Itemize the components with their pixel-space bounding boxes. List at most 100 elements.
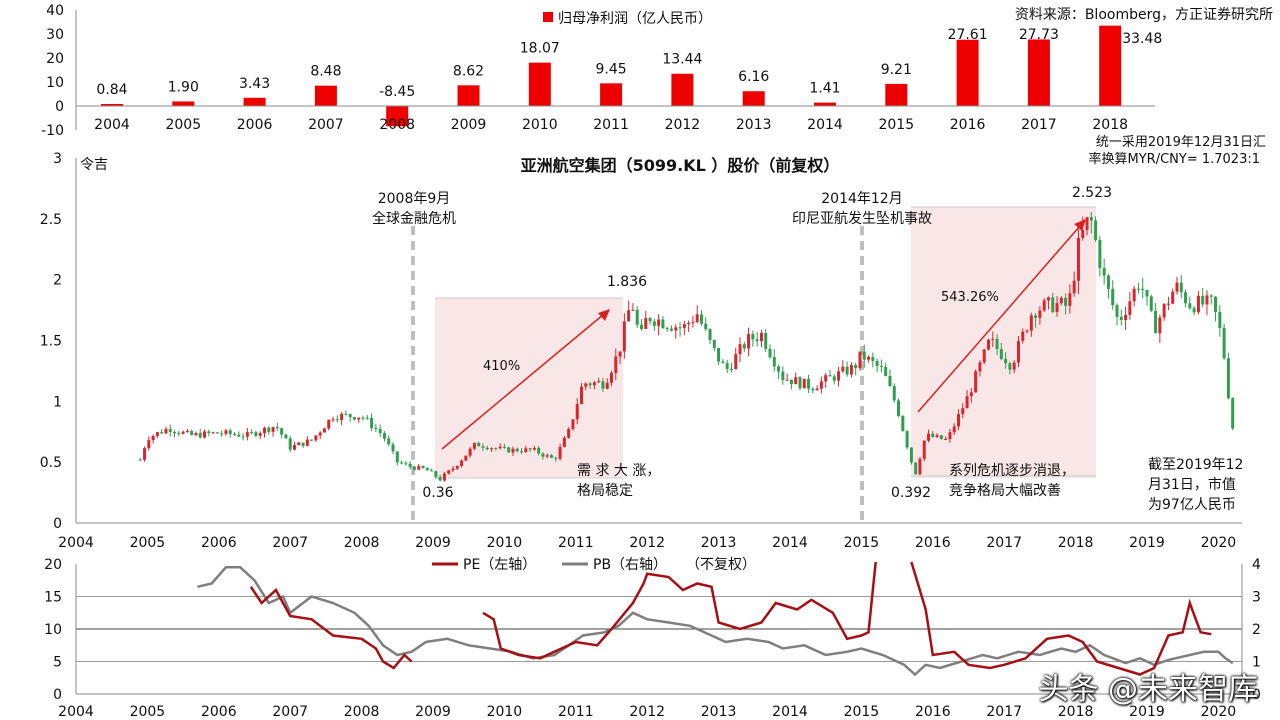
bar-x-tick-label: 2008 (379, 117, 415, 133)
bar-value-label: 13.44 (662, 52, 702, 68)
candle-body (1094, 220, 1098, 240)
candle-body (807, 378, 811, 389)
candle-body (1188, 303, 1192, 309)
candle-body (695, 314, 699, 323)
price-x-tick-label: 2006 (201, 535, 237, 551)
bar-y-tick-label: 20 (46, 51, 64, 67)
candle-body (1072, 280, 1076, 294)
rally-1-highlight (435, 298, 623, 478)
candle-body (665, 328, 669, 330)
candle-body (305, 439, 309, 446)
candle-body (1016, 340, 1020, 363)
candle-body (455, 465, 459, 469)
candle-body (267, 427, 271, 432)
valuation-x-tick-label: 2015 (844, 704, 880, 720)
price-x-tick-label: 2012 (629, 535, 665, 551)
candle-body (262, 427, 266, 434)
fx-note-line1: 统一采用2019年12月31日汇 (1096, 135, 1266, 150)
candle-body (1166, 303, 1170, 305)
valuation-x-tick-label: 2006 (201, 704, 237, 720)
valuation-x-tick-label: 2016 (915, 704, 951, 720)
bar-2004 (101, 103, 123, 106)
candle-body (1021, 331, 1025, 341)
watermark: 头条 @未来智库 (1038, 672, 1258, 707)
valuation-x-tick-label: 2012 (629, 704, 665, 720)
candle-body (254, 432, 258, 436)
candle-body (734, 354, 738, 369)
rally-2-highlight (911, 207, 1096, 478)
candle-body (849, 364, 853, 375)
bar-x-tick-label: 2004 (94, 117, 130, 133)
candle-body (931, 433, 935, 438)
candle-body (768, 348, 772, 358)
valuation-x-tick-label: 2007 (272, 704, 308, 720)
candle-body (1115, 305, 1119, 317)
candle-body (952, 426, 956, 433)
candle-body (914, 462, 918, 475)
candle-body (1111, 288, 1115, 306)
bar-value-label: 6.16 (738, 69, 769, 85)
candle-body (957, 414, 961, 427)
price-x-tick-label: 2015 (844, 535, 880, 551)
candle-body (181, 431, 185, 434)
candle-body (631, 309, 635, 311)
candle-body (657, 319, 661, 326)
candle-body (318, 432, 322, 436)
candle-body (1055, 303, 1059, 312)
price-x-tick-label: 2004 (58, 535, 94, 551)
candle-body (819, 381, 823, 389)
bar-value-label: -8.45 (379, 84, 415, 100)
candle-body (400, 462, 404, 464)
candle-body (798, 377, 802, 389)
candle-body (233, 433, 237, 435)
candle-body (991, 338, 995, 340)
price-x-tick-label: 2013 (701, 535, 737, 551)
candle-body (755, 339, 759, 342)
candle-body (528, 448, 532, 450)
valuation-x-tick-label: 2020 (1201, 704, 1237, 720)
price-y-tick-label: 2.5 (40, 212, 62, 228)
note-1-line2: 格局稳定 (577, 483, 633, 499)
bar-value-label: 27.61 (948, 27, 988, 43)
candle-body (412, 466, 416, 470)
candle-body (678, 327, 682, 329)
bar-2013 (742, 91, 765, 106)
candle-body (764, 333, 768, 349)
candle-body (978, 362, 982, 372)
candle-body (378, 428, 382, 434)
candle-body (524, 448, 528, 452)
candle-body (1046, 297, 1050, 301)
candle-body (652, 321, 656, 326)
candle-body (481, 446, 485, 448)
candle-body (1025, 330, 1029, 332)
candle-body (532, 447, 536, 450)
candle-body (691, 322, 695, 324)
bar-value-label: 8.48 (310, 64, 341, 80)
price-x-tick-label: 2017 (986, 535, 1022, 551)
bar-value-label: 9.45 (596, 61, 627, 77)
valuation-x-axis: 2004 2005 2006 2007 2008 2009 2010 2011 2012 2013… (58, 693, 1242, 720)
candle-body (1132, 288, 1136, 302)
valuation-x-tick-label: 2017 (986, 704, 1022, 720)
candle-body (1136, 288, 1140, 290)
rally-2-gain: 543.26% (941, 290, 999, 305)
candle-body (168, 428, 172, 432)
candle-body (1034, 315, 1038, 318)
price-y-unit: 令吉 (80, 157, 108, 173)
candle-body (922, 440, 926, 459)
candle-body (794, 377, 798, 385)
candle-body (897, 400, 901, 416)
candle-body (712, 340, 716, 348)
candle-body (759, 333, 763, 342)
bar-2017 (1027, 39, 1050, 106)
candle-body (1192, 308, 1196, 313)
candle-body (520, 451, 524, 453)
bar-2010 (528, 62, 551, 106)
event-2014-date: 2014年12月 (821, 191, 902, 207)
candle-body (451, 468, 455, 471)
bar-x-tick-label: 2011 (593, 117, 629, 133)
candle-body (935, 435, 939, 438)
candle-body (395, 451, 399, 463)
